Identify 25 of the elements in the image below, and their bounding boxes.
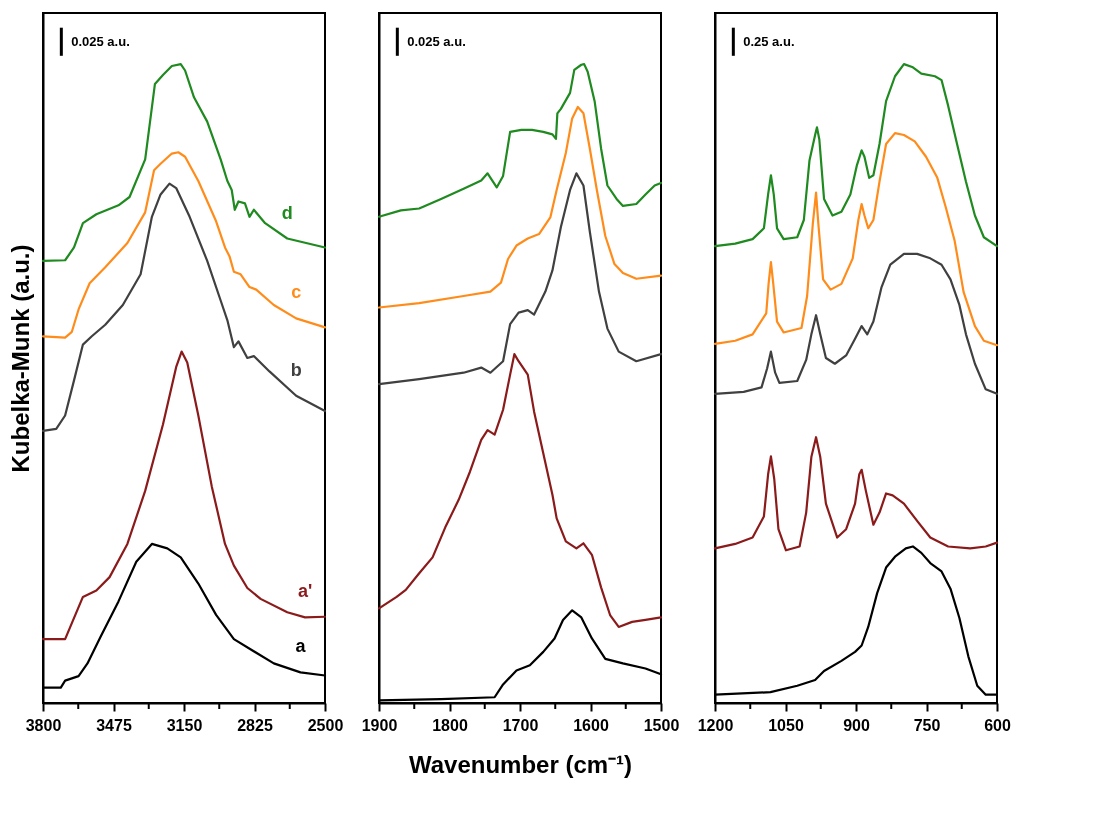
series-label: a — [295, 636, 307, 657]
x-tick-label: 3475 — [96, 716, 132, 734]
x-tick-label: 750 — [913, 716, 941, 734]
text: 0.025 a.u. — [407, 33, 466, 49]
x-axis-title: Wavenumber (cm⁻¹) — [408, 750, 633, 778]
series-label: c — [291, 282, 302, 303]
text: 0.25 a.u. — [743, 33, 795, 49]
x-tick-label: 900 — [843, 716, 870, 734]
x-tick-label: 1050 — [768, 716, 804, 734]
x-tick-label: 1600 — [573, 716, 609, 734]
x-tick-label: 3150 — [166, 716, 203, 734]
series-label: b — [290, 359, 302, 380]
y-axis-title: Kubelka-Munk (a.u.) — [6, 244, 34, 473]
x-tick-label: 600 — [984, 716, 1011, 734]
x-tick-label: 2825 — [237, 716, 273, 734]
x-tick-label: 2500 — [307, 716, 344, 734]
x-tick-label: 1200 — [697, 716, 734, 734]
text: 0.025 a.u. — [71, 33, 130, 49]
x-tick-label: 1500 — [643, 716, 680, 734]
x-tick-label: 1700 — [502, 716, 539, 734]
series-label: d — [281, 202, 293, 223]
x-tick-label: 1900 — [361, 716, 398, 734]
x-tick-label: 3800 — [25, 716, 62, 734]
x-tick-label: 1800 — [432, 716, 468, 734]
series-label: a' — [297, 581, 313, 602]
